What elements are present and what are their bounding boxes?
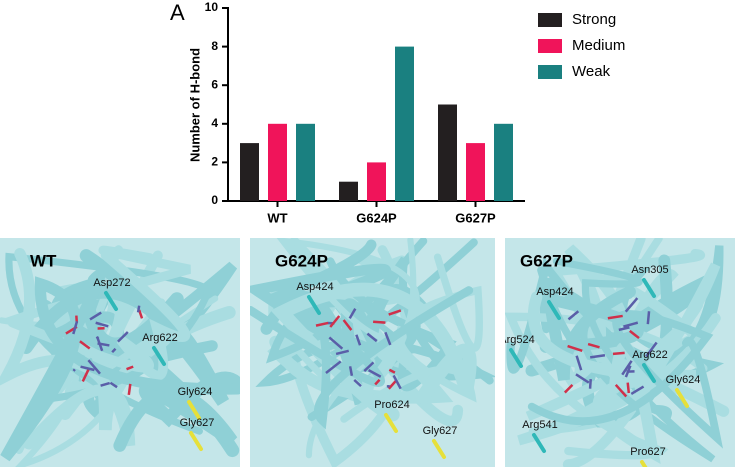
y-tick-label: 4 (211, 116, 218, 130)
residue-label: Arg524 (499, 334, 534, 346)
legend-swatch (538, 39, 562, 53)
ligand-bond (590, 379, 591, 389)
y-axis-label: Number of H-bond (187, 48, 202, 162)
bar (240, 143, 259, 201)
x-tick-label: G627P (455, 210, 496, 225)
structure-title: G627P (520, 251, 573, 270)
bar (268, 124, 287, 201)
ligand-bond (97, 337, 99, 339)
legend-label: Weak (572, 63, 611, 80)
ligand-bond (613, 353, 625, 354)
y-tick-label: 0 (211, 193, 218, 207)
y-tick-label: 2 (211, 155, 218, 169)
y-tick-label: 8 (211, 39, 218, 53)
legend-label: Medium (572, 37, 625, 54)
bar (296, 124, 315, 201)
legend-label: Strong (572, 11, 616, 28)
residue-label: Gly627 (423, 425, 458, 437)
legend-swatch (538, 65, 562, 79)
ligand-bond (373, 322, 385, 323)
residue-label: Gly627 (180, 417, 215, 429)
bar (367, 162, 386, 201)
bar (395, 47, 414, 201)
residue-label: Arg541 (522, 419, 557, 431)
ligand-bond (628, 383, 629, 393)
structure-view: Asn305 Asp424 Arg524 Arg622 Gly624 Arg541 Pro6… (499, 238, 735, 467)
residue-label: Pro627 (630, 446, 665, 458)
ligand-bond (74, 369, 75, 371)
y-tick-label: 6 (211, 77, 218, 91)
residue-label: Asp424 (296, 281, 333, 293)
residue-label: Gly624 (178, 386, 213, 398)
bar (494, 124, 513, 201)
ligand-bond (350, 366, 352, 375)
residue-label: Asn305 (631, 264, 668, 276)
structure-title: WT (30, 251, 57, 270)
residue-label: Asp424 (536, 286, 573, 298)
structure-view: Asp272 Arg622 Gly624 Gly627 WT (0, 238, 240, 467)
y-tick-label: 10 (205, 0, 219, 14)
residue-label: Gly624 (666, 374, 701, 386)
legend-swatch (538, 13, 562, 27)
bar (438, 105, 457, 202)
residue-label: Asp272 (93, 277, 130, 289)
residue-label: Arg622 (632, 349, 667, 361)
residue-label: Pro624 (374, 399, 409, 411)
bar (339, 182, 358, 201)
ligand-bond (138, 306, 139, 313)
residue-label: Arg622 (142, 332, 177, 344)
structure-view: Asp424 Pro624 Gly627 G624P (250, 238, 495, 467)
bar (466, 143, 485, 201)
x-tick-label: G624P (356, 210, 397, 225)
structure-title: G624P (275, 251, 328, 270)
x-tick-label: WT (267, 210, 287, 225)
ligand-bond (129, 384, 131, 395)
ligand-bond (648, 311, 649, 324)
panel-label: A (170, 0, 185, 25)
